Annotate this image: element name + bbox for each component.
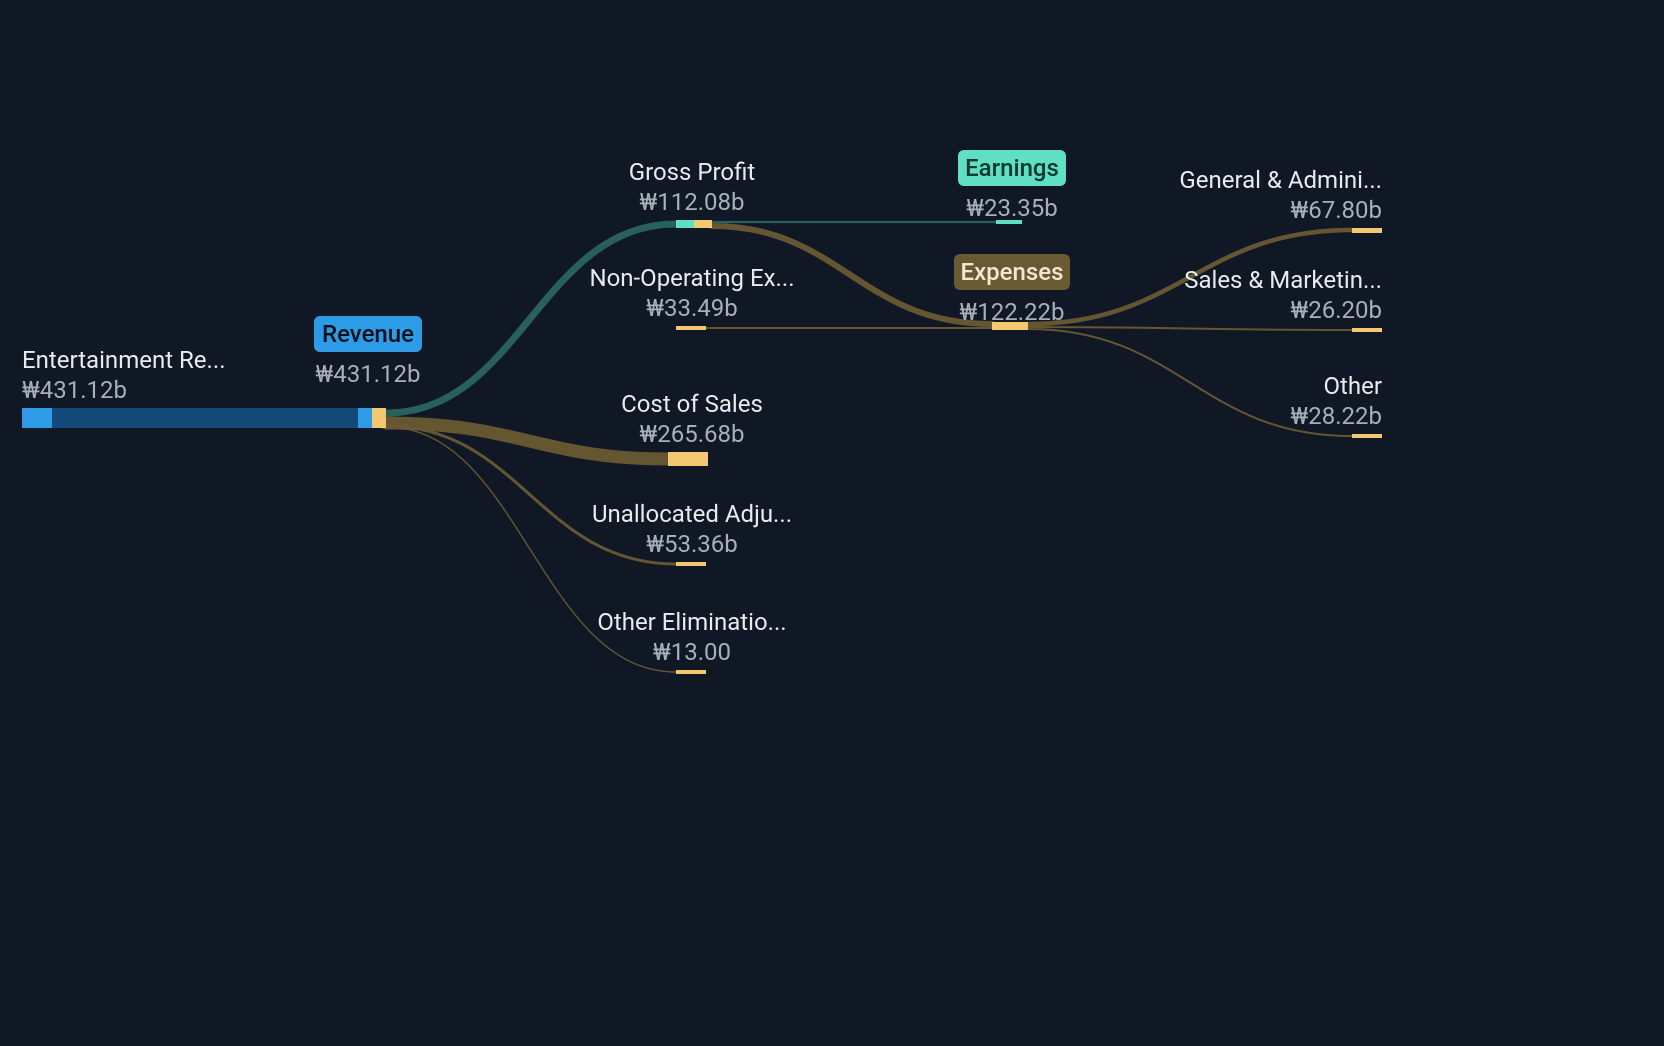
node-label: Entertainment Re... bbox=[22, 346, 226, 374]
node-bar-accent bbox=[1352, 434, 1382, 438]
node-value: ₩431.12b bbox=[22, 376, 127, 404]
node-value: ₩23.35b bbox=[966, 194, 1058, 222]
node-bar-accent bbox=[1352, 328, 1382, 332]
chart-bg bbox=[0, 0, 1664, 1046]
node-value: ₩431.12b bbox=[316, 360, 421, 388]
node-label: General & Admini... bbox=[1179, 166, 1382, 194]
sankey-chart: Entertainment Re...₩431.12bRevenue₩431.1… bbox=[0, 0, 1664, 1046]
node-bar-accent bbox=[1352, 228, 1382, 233]
node-bar-accent bbox=[22, 408, 52, 428]
node-bar-accent bbox=[358, 408, 372, 428]
node-bar-accent bbox=[676, 670, 706, 674]
node-label: Revenue bbox=[322, 320, 414, 348]
node-value: ₩122.22b bbox=[960, 298, 1065, 326]
node-value: ₩112.08b bbox=[640, 188, 745, 216]
node-label: Expenses bbox=[961, 258, 1064, 286]
node-label: Other bbox=[1324, 372, 1382, 400]
node-value: ₩265.68b bbox=[640, 420, 745, 448]
node-bar-accent bbox=[676, 220, 694, 228]
node-label: Sales & Marketin... bbox=[1184, 266, 1382, 294]
node-label: Unallocated Adju... bbox=[592, 500, 792, 528]
node-value: ₩13.00 bbox=[653, 638, 731, 666]
node-value: ₩67.80b bbox=[1290, 196, 1382, 224]
node-label: Non-Operating Ex... bbox=[589, 264, 794, 292]
node-bar bbox=[22, 408, 358, 428]
node-bar-accent bbox=[676, 326, 706, 330]
node-value: ₩26.20b bbox=[1290, 296, 1382, 324]
node-bar-accent bbox=[668, 452, 708, 466]
node-value: ₩53.36b bbox=[646, 530, 738, 558]
node-bar-accent bbox=[676, 562, 706, 566]
node-value: ₩28.22b bbox=[1290, 402, 1382, 430]
node-label: Gross Profit bbox=[629, 158, 756, 186]
node-label: Cost of Sales bbox=[621, 390, 763, 418]
node-value: ₩33.49b bbox=[646, 294, 738, 322]
node-label: Other Eliminatio... bbox=[597, 608, 786, 636]
node-label: Earnings bbox=[965, 154, 1059, 182]
